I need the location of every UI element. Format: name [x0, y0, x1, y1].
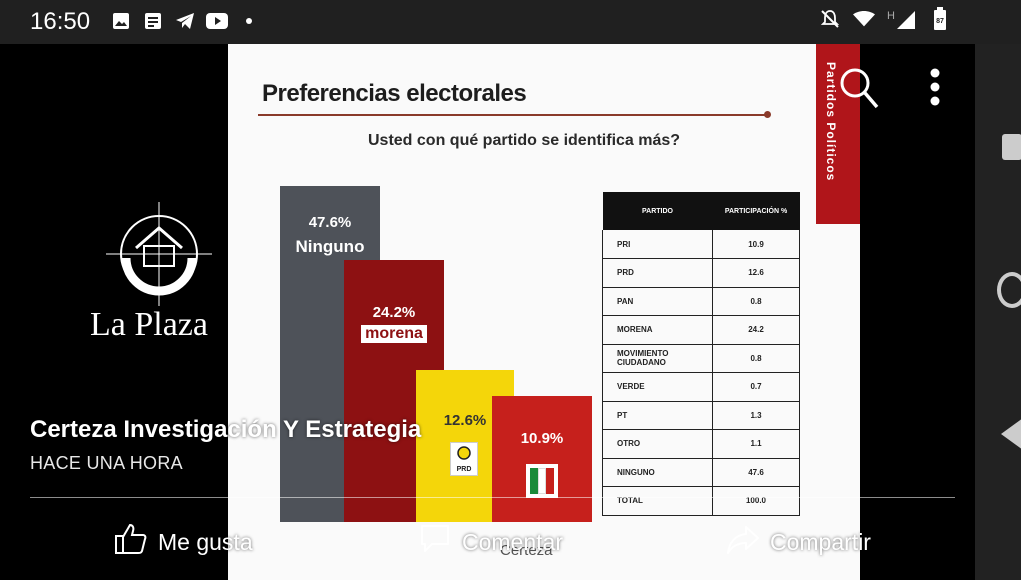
table-cell-value: 24.2 [712, 315, 800, 345]
participation-table: PARTIDO PARTICIPACIÓN % PRI 10.9 PRD 12.6 … [602, 192, 800, 516]
prd-logo: PRD [450, 442, 478, 476]
circle-button-icon [997, 272, 1021, 308]
bar-ninguno-pct: 47.6% [308, 214, 352, 231]
comment-label: Comentar [462, 528, 563, 555]
pri-logo [526, 464, 558, 498]
signal-icon: H [887, 8, 917, 30]
table-cell-value: 47.6 [712, 458, 800, 487]
table-cell-party: PAN [602, 287, 713, 316]
table-row: NINGUNO 47.6 [602, 458, 800, 487]
mute-icon [819, 8, 841, 30]
side-tab [816, 44, 860, 224]
presentation-slide: Preferencias electorales Usted con qué p… [228, 44, 860, 580]
status-bar: 16:50 H 87 [0, 0, 1021, 44]
table-cell-party: MOVIMIENTO CIUDADANO [602, 344, 713, 373]
comment-button[interactable]: Comentar [418, 522, 563, 562]
table-row: PT 1.3 [602, 401, 800, 430]
table-cell-value: 12.6 [712, 258, 800, 288]
side-tab-label: Partidos Políticos [824, 62, 838, 182]
news-icon [142, 10, 164, 32]
table-row: PRI 10.9 [602, 230, 800, 259]
bar-pri [492, 396, 592, 522]
like-label: Me gusta [158, 528, 253, 555]
table-row: OTRO 1.1 [602, 429, 800, 459]
svg-text:87: 87 [936, 18, 944, 25]
bar-prd-label: 12.6% [426, 412, 504, 429]
bar-pri-pct: 10.9% [520, 430, 564, 447]
table-cell-party: PRD [602, 258, 713, 288]
share-label: Compartir [770, 528, 871, 555]
share-button[interactable]: Compartir [726, 522, 871, 562]
image-icon [110, 10, 132, 32]
table-cell-value: 10.9 [712, 230, 800, 259]
table-row: MORENA 24.2 [602, 315, 800, 345]
bar-ninguno-label: 47.6% Ninguno [280, 214, 380, 257]
table-cell-party: PT [602, 401, 713, 430]
table-cell-value: 0.7 [712, 372, 800, 402]
triangle-button-icon [1001, 418, 1021, 450]
status-icons-right: H 87 [819, 7, 951, 30]
title-underline [258, 114, 768, 116]
status-icons-left [110, 10, 260, 32]
like-button[interactable]: Me gusta [114, 522, 253, 562]
prd-logo-text: PRD [456, 466, 472, 473]
table-cell-value: 0.8 [712, 287, 800, 316]
bar-ninguno-name: Ninguno [295, 237, 365, 256]
table-cell-party: TOTAL [602, 486, 713, 516]
status-time: 16:50 [30, 8, 91, 35]
table-cell-value: 1.3 [712, 401, 800, 430]
table-row: PAN 0.8 [602, 287, 800, 316]
la-plaza-logo-icon [104, 200, 214, 308]
morena-logo: morena [361, 325, 427, 343]
table-cell-party: NINGUNO [602, 458, 713, 487]
table-row: PRD 12.6 [602, 258, 800, 288]
thumbs-up-icon [114, 522, 148, 562]
table-cell-party: MORENA [602, 315, 713, 345]
bar-morena-label: 24.2% morena [344, 304, 444, 343]
telegram-icon [174, 10, 196, 32]
table-row: TOTAL 100.0 [602, 486, 800, 516]
table-row: MOVIMIENTO CIUDADANO 0.8 [602, 344, 800, 373]
more-options-icon[interactable] [928, 68, 942, 113]
channel-name[interactable]: Certeza Investigación Y Estrategia [30, 416, 422, 443]
svg-text:H: H [887, 10, 895, 22]
divider [30, 497, 955, 498]
side-panel [975, 44, 1021, 580]
battery-icon: 87 [929, 7, 951, 30]
dot-icon [238, 10, 260, 32]
table-cell-value: 1.1 [712, 429, 800, 459]
table-cell-value: 0.8 [712, 344, 800, 373]
square-button-icon [1002, 134, 1021, 160]
search-icon[interactable] [838, 66, 880, 115]
slide-title: Preferencias electorales [262, 80, 527, 107]
bar-pri-label: 10.9% [492, 430, 592, 447]
slide-question: Usted con qué partido se identifica más? [368, 132, 681, 149]
bar-morena-pct: 24.2% [372, 304, 416, 321]
table-cell-party: PRI [602, 230, 713, 259]
share-icon [726, 522, 760, 562]
table-header-participation: PARTICIPACIÓN % [712, 192, 800, 230]
table-row: VERDE 0.7 [602, 372, 800, 402]
wifi-icon [853, 8, 875, 30]
la-plaza-logo-text: La Plaza [90, 306, 208, 343]
bar-prd-pct: 12.6% [443, 412, 487, 429]
youtube-icon [206, 10, 228, 32]
table-cell-value: 100.0 [712, 486, 800, 516]
post-time: HACE UNA HORA [30, 453, 183, 473]
certeza-logo: Certeza [500, 542, 553, 559]
comment-icon [418, 522, 452, 562]
table-cell-party: OTRO [602, 429, 713, 459]
table-cell-party: VERDE [602, 372, 713, 402]
title-underline-dot [764, 111, 771, 118]
table-header-party: PARTIDO [602, 192, 713, 230]
